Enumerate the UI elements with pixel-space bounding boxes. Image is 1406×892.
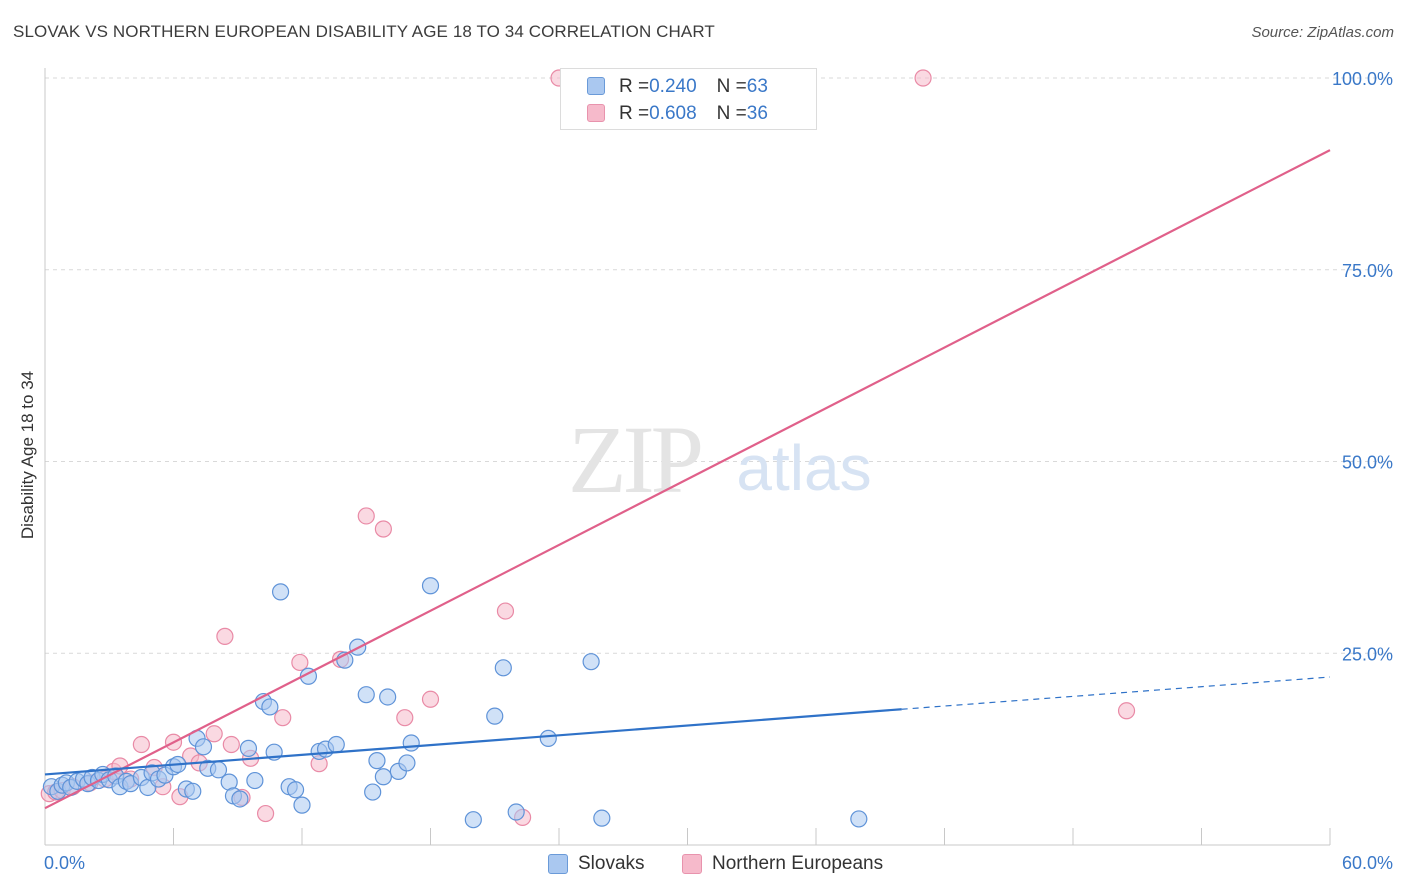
northern-r-value: 0.608 xyxy=(649,103,697,124)
slovaks-point xyxy=(421,577,440,595)
slovaks-point xyxy=(293,796,311,814)
slovaks-r-value: 0.240 xyxy=(649,76,697,97)
slovaks-n-value: 63 xyxy=(746,76,768,97)
northern-europeans-point xyxy=(256,804,275,823)
slovaks-point xyxy=(850,810,868,828)
trend-lines xyxy=(44,149,1331,810)
northern-swatch xyxy=(587,104,605,122)
slovaks-point xyxy=(582,653,600,671)
northern-stats-row: R = 0.608 N = 36 xyxy=(619,103,768,125)
northern-n-value: 36 xyxy=(746,103,768,124)
slovaks-point xyxy=(286,781,305,799)
northern-europeans-point xyxy=(357,507,375,525)
watermark-atlas: atlas xyxy=(736,432,871,504)
axes xyxy=(44,68,1331,846)
slovaks-point xyxy=(261,698,279,716)
slovaks-point xyxy=(194,738,213,756)
slovaks-point xyxy=(494,659,512,677)
legend-northern-label: Northern Europeans xyxy=(712,853,884,874)
slovaks-point xyxy=(357,686,375,704)
legend-slovaks-label: Slovaks xyxy=(578,853,645,874)
watermark-zip: ZIP xyxy=(568,406,701,513)
northern-europeans-point xyxy=(914,69,932,87)
northern-europeans-point xyxy=(1117,702,1136,720)
slovaks-point xyxy=(539,729,557,747)
slovaks-point xyxy=(398,754,416,772)
legend-northern: Northern Europeans xyxy=(682,852,883,876)
northern-europeans-point xyxy=(132,735,150,754)
northern-europeans-trend-line xyxy=(44,149,1331,810)
slovaks-points xyxy=(42,577,868,829)
northern-europeans-point xyxy=(396,709,414,727)
y-tick-label: 50.0% xyxy=(1342,453,1393,473)
slovaks-n-label: N = xyxy=(716,76,747,97)
gridlines xyxy=(45,77,1392,654)
tick-labels: 100.0% 75.0% 50.0% 25.0% 0.0% 60.0% xyxy=(44,69,1393,873)
slovaks-point xyxy=(368,752,386,770)
slovaks-trend-extension xyxy=(901,676,1331,710)
northern-europeans-point xyxy=(496,602,515,620)
northern-europeans-point xyxy=(205,725,223,743)
slovaks-point xyxy=(486,707,504,725)
slovaks-r-label: R = xyxy=(619,76,650,97)
slovaks-point xyxy=(184,782,202,800)
legend-slovaks-swatch xyxy=(548,854,568,874)
slovaks-point xyxy=(327,735,345,754)
northern-europeans-point xyxy=(421,690,440,708)
x-tick-label-max: 60.0% xyxy=(1342,853,1393,873)
y-tick-label: 100.0% xyxy=(1332,69,1393,89)
y-tick-label: 25.0% xyxy=(1342,644,1393,664)
chart-title: SLOVAK VS NORTHERN EUROPEAN DISABILITY A… xyxy=(13,22,715,41)
slovaks-point xyxy=(231,790,249,808)
x-tick-label-min: 0.0% xyxy=(44,853,85,873)
slovaks-point xyxy=(507,803,525,821)
northern-europeans-point xyxy=(274,709,292,727)
slovaks-swatch xyxy=(587,77,605,95)
northern-r-label: R = xyxy=(619,103,650,124)
slovaks-trend-line xyxy=(44,708,902,776)
northern-europeans-point xyxy=(222,735,240,754)
stats-legend: R = 0.240 N = 63 R = 0.608 N = 36 xyxy=(560,68,817,130)
northern-europeans-point xyxy=(291,653,309,672)
slovaks-point xyxy=(379,688,397,706)
northern-n-label: N = xyxy=(716,103,747,124)
northern-europeans-point xyxy=(374,520,392,538)
slovaks-stats-row: R = 0.240 N = 63 xyxy=(619,76,768,98)
watermark: ZIP atlas xyxy=(568,406,872,513)
slovaks-point xyxy=(374,768,392,786)
northern-europeans-point xyxy=(216,627,234,645)
legend-northern-swatch xyxy=(682,854,702,874)
slovaks-point xyxy=(464,811,482,829)
slovaks-point xyxy=(271,583,290,601)
slovaks-point xyxy=(364,783,382,801)
slovaks-point xyxy=(246,771,264,790)
y-tick-label: 75.0% xyxy=(1342,261,1393,281)
slovaks-point xyxy=(593,809,611,827)
legend-slovaks: Slovaks xyxy=(548,852,645,876)
source-label: Source: ZipAtlas.com xyxy=(1251,24,1394,41)
slovaks-point xyxy=(402,734,420,752)
slovaks-point xyxy=(239,739,258,757)
